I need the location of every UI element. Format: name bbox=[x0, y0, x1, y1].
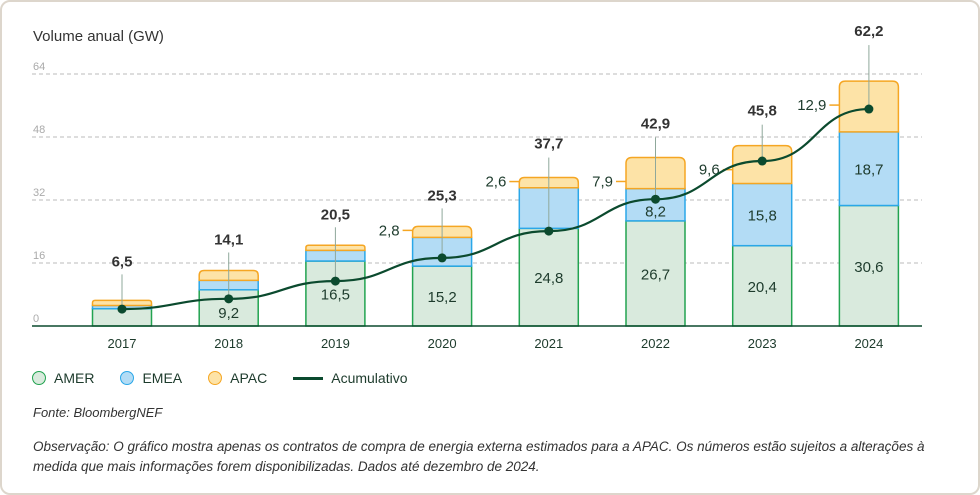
y-tick-label: 16 bbox=[33, 250, 45, 262]
total-label: 37,7 bbox=[534, 136, 563, 153]
apac-value-label: 9,6 bbox=[699, 162, 720, 179]
amer-value-label: 9,2 bbox=[218, 305, 239, 322]
cumulative-point bbox=[117, 304, 127, 314]
x-tick-label: 2017 bbox=[108, 336, 137, 351]
x-tick-label: 2021 bbox=[534, 336, 563, 351]
amer-value-label: 15,2 bbox=[427, 289, 456, 306]
emea-swatch-icon bbox=[120, 371, 135, 385]
apac-value-label: 7,9 bbox=[592, 173, 613, 190]
emea-value-label: 15,8 bbox=[748, 208, 777, 225]
amer-value-label: 24,8 bbox=[534, 270, 563, 287]
bar-segment-emea bbox=[731, 182, 793, 247]
cumulative-point bbox=[330, 276, 340, 286]
cumulative-point bbox=[224, 294, 234, 304]
legend-cumulative: Acumulativo bbox=[293, 370, 408, 386]
cumulative-point bbox=[437, 253, 447, 263]
total-label: 14,1 bbox=[214, 231, 243, 248]
bar-segment-amer bbox=[731, 244, 793, 327]
x-tick-label: 2022 bbox=[641, 336, 670, 351]
source-text: Fonte: BloombergNEF bbox=[33, 405, 163, 420]
y-tick-label: 64 bbox=[33, 61, 45, 73]
bar-segment-amer bbox=[625, 220, 686, 327]
cumulative-line bbox=[121, 107, 869, 311]
amer-value-label: 20,4 bbox=[748, 279, 777, 296]
note-text: Observação: O gráfico mostra apenas os c… bbox=[33, 439, 925, 474]
line-swatch-icon bbox=[293, 376, 324, 380]
legend-label: Acumulativo bbox=[331, 370, 408, 386]
bar-segment-amer bbox=[411, 265, 473, 327]
stacked-bar-chart: 0 16 32 48 64 6,5 2017 14,1 9,2 2018 20,5 16,5 2019 2… bbox=[32, 23, 922, 351]
x-tick-label: 2019 bbox=[321, 336, 350, 351]
x-tick-label: 2020 bbox=[428, 336, 457, 351]
y-axis-title: Volume anual (GW) bbox=[33, 28, 164, 45]
x-tick-label: 2024 bbox=[854, 336, 883, 351]
bar-segment-emea bbox=[838, 131, 900, 207]
emea-value-label: 18,7 bbox=[854, 162, 883, 179]
total-label: 25,3 bbox=[427, 187, 456, 204]
amer-value-label: 16,5 bbox=[321, 287, 350, 304]
total-label: 20,5 bbox=[321, 206, 350, 223]
y-tick-label: 0 bbox=[33, 313, 39, 325]
x-tick-label: 2023 bbox=[748, 336, 777, 351]
apac-swatch-icon bbox=[208, 371, 223, 385]
cumulative-point bbox=[864, 104, 874, 114]
legend-label: AMER bbox=[54, 370, 95, 386]
legend: AMER EMEA APAC Acumulativo bbox=[32, 370, 434, 386]
apac-value-label: 12,9 bbox=[797, 97, 826, 114]
total-label: 6,5 bbox=[112, 253, 133, 270]
emea-value-label: 8,2 bbox=[645, 204, 666, 221]
amer-swatch-icon bbox=[32, 371, 46, 385]
legend-emea: EMEA bbox=[120, 370, 182, 386]
cumulative-point bbox=[651, 194, 660, 204]
y-tick-label: 48 bbox=[33, 124, 45, 136]
cumulative-point bbox=[544, 226, 554, 236]
y-tick-label: 32 bbox=[33, 187, 45, 199]
bar-segment-amer bbox=[838, 204, 900, 327]
legend-amer: AMER bbox=[32, 370, 94, 386]
total-label: 42,9 bbox=[641, 115, 670, 132]
amer-value-label: 30,6 bbox=[854, 259, 883, 276]
x-tick-label: 2018 bbox=[214, 336, 243, 351]
bar-segment-amer bbox=[518, 227, 580, 327]
legend-label: EMEA bbox=[142, 370, 183, 386]
cumulative-point bbox=[757, 156, 767, 166]
legend-label: APAC bbox=[230, 370, 268, 386]
amer-value-label: 26,7 bbox=[641, 266, 670, 283]
legend-apac: APAC bbox=[208, 370, 267, 386]
apac-value-label: 2,8 bbox=[379, 222, 400, 239]
total-label: 62,2 bbox=[854, 23, 883, 40]
apac-value-label: 2,6 bbox=[485, 174, 506, 191]
total-label: 45,8 bbox=[748, 103, 777, 120]
